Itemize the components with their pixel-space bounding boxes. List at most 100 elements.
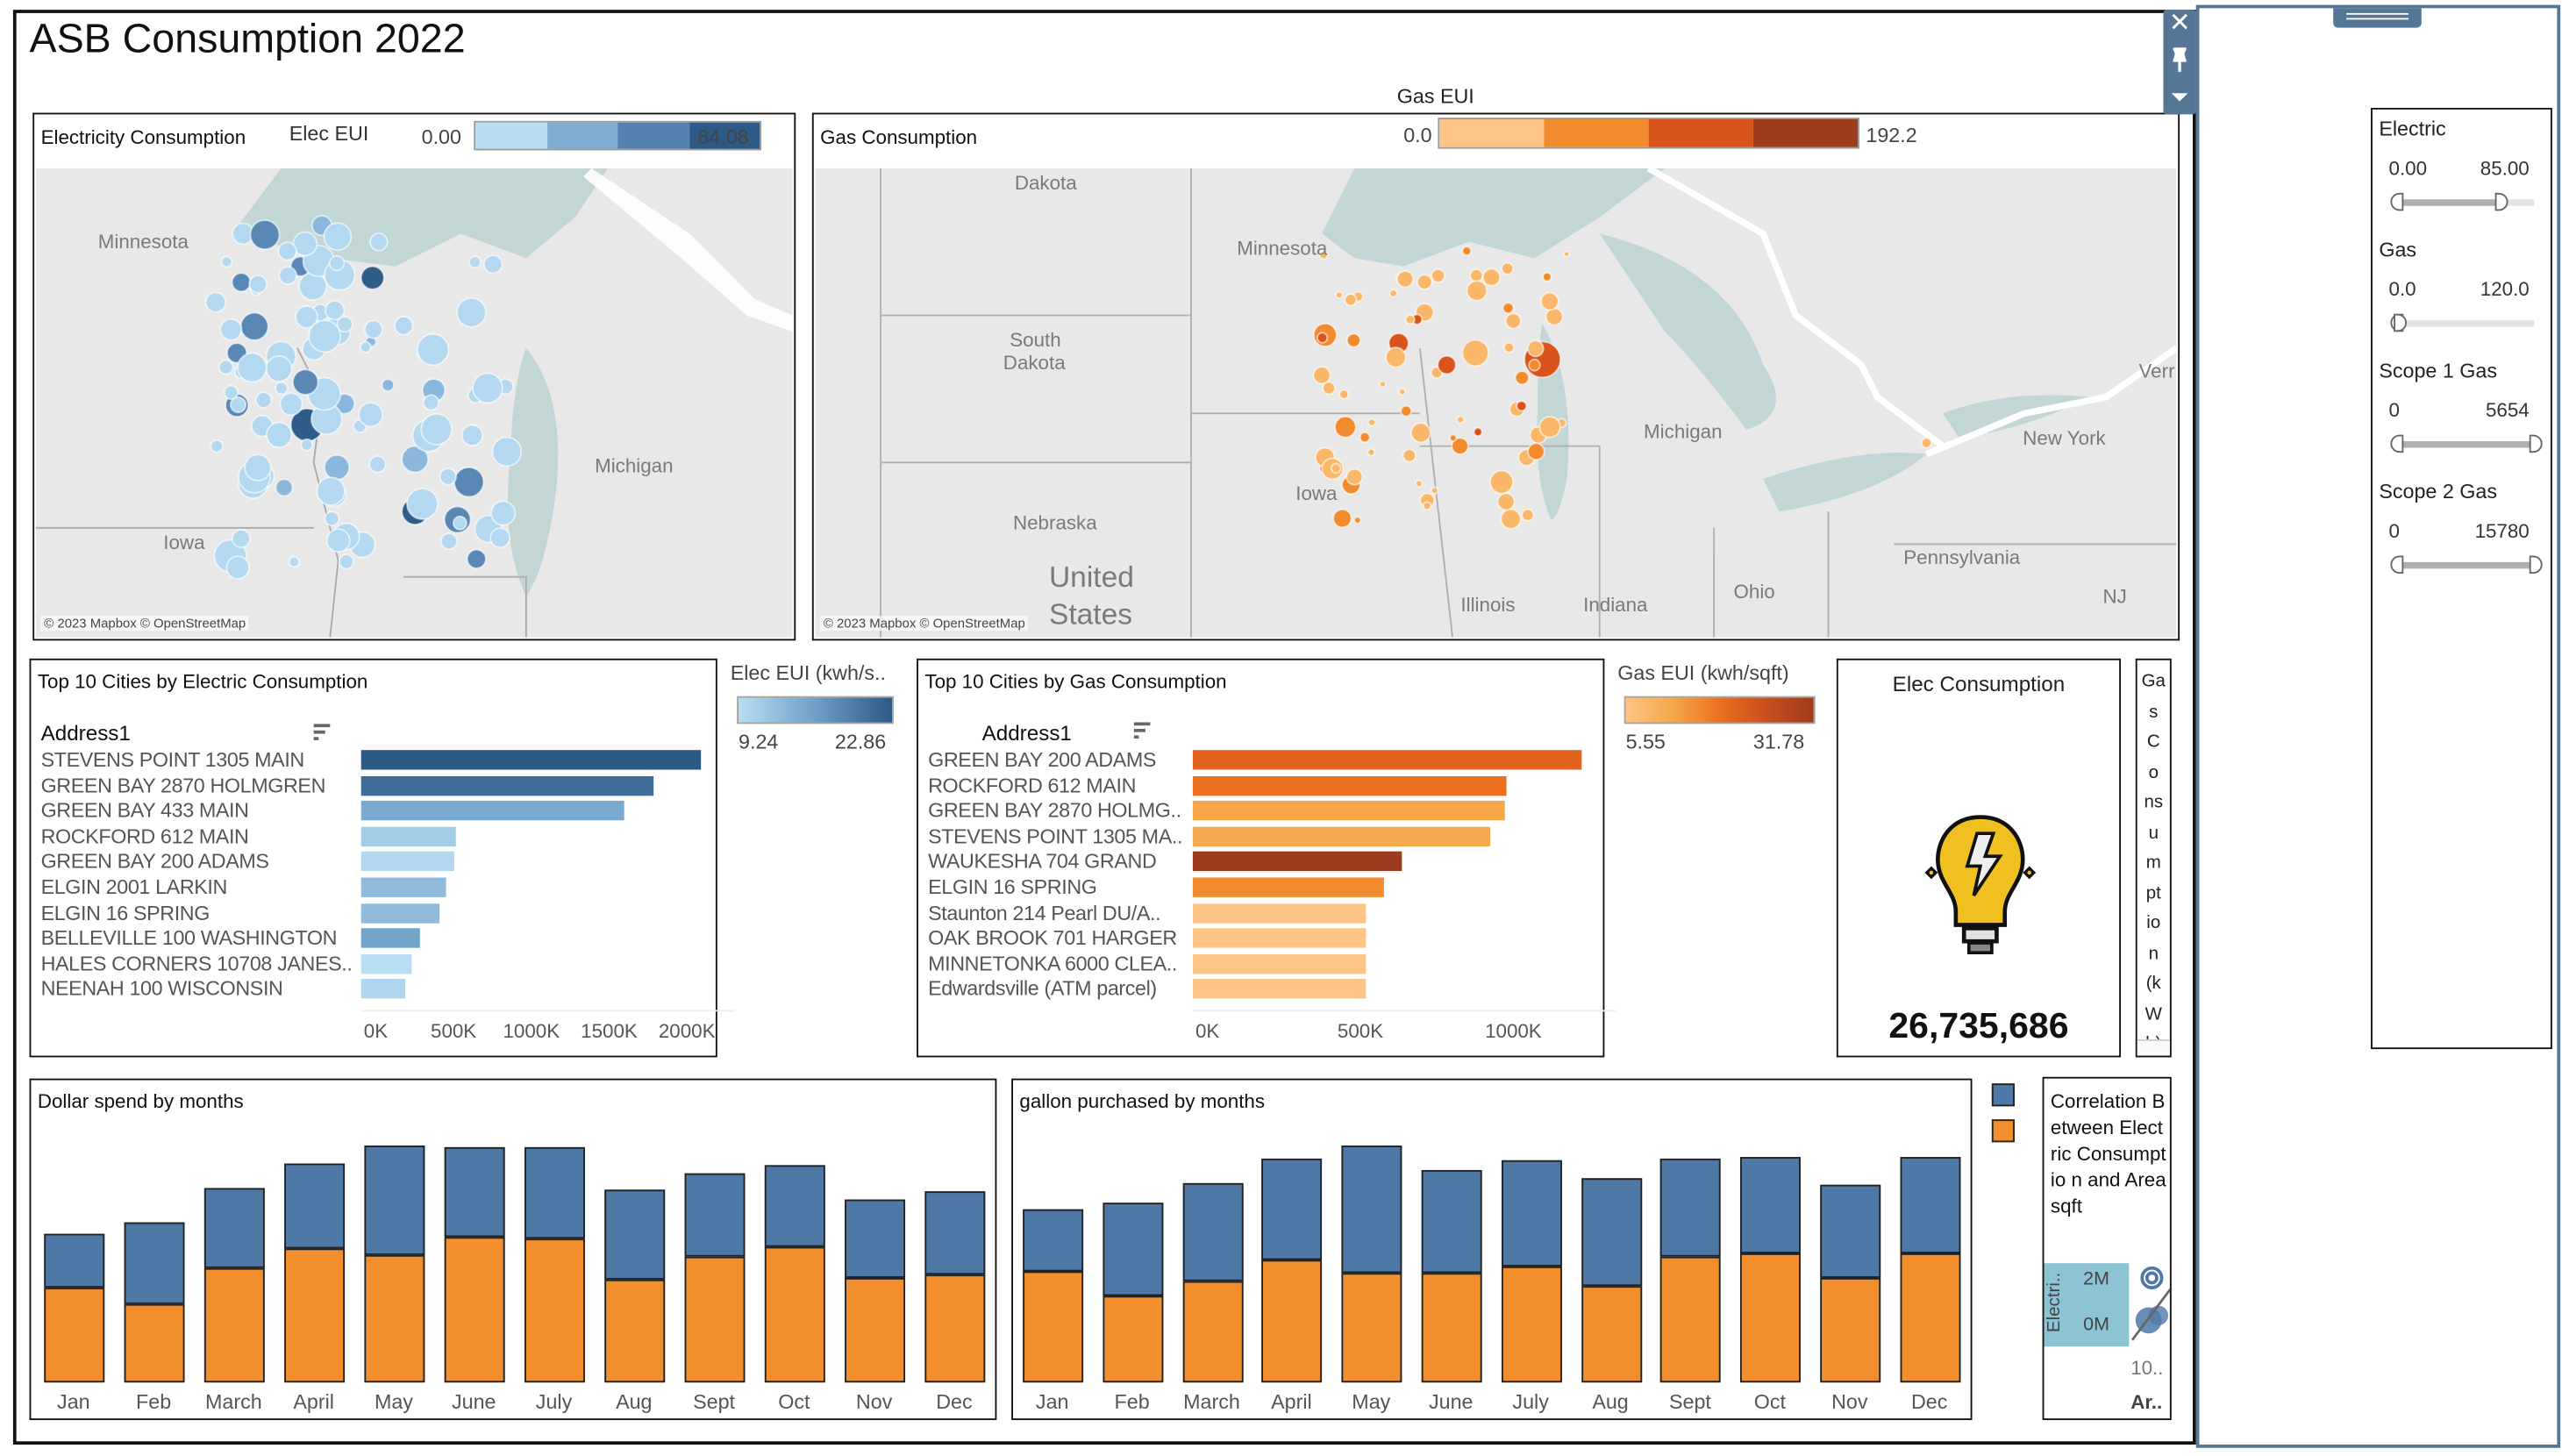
bar[interactable] (1192, 750, 1582, 770)
map-marker[interactable] (237, 352, 268, 383)
stacked-bar-segment[interactable] (1181, 1182, 1243, 1281)
bar[interactable] (1192, 826, 1490, 846)
map-marker[interactable] (1400, 404, 1413, 418)
map-marker[interactable] (278, 266, 297, 285)
map-marker[interactable] (1482, 268, 1502, 287)
map-marker[interactable] (248, 275, 268, 294)
map-marker[interactable] (1538, 416, 1561, 439)
map-marker[interactable] (1318, 250, 1329, 261)
map-marker[interactable] (358, 402, 384, 428)
map-marker[interactable] (1502, 302, 1515, 315)
map-marker[interactable] (401, 445, 430, 474)
gas-map[interactable]: Dakota Minnesota South Dakota Nebraska I… (815, 168, 2177, 638)
bar[interactable] (360, 953, 412, 974)
map-marker[interactable] (1461, 339, 1490, 368)
stacked-bar-segment[interactable] (1103, 1203, 1163, 1296)
stacked-bar-segment[interactable] (1900, 1253, 1961, 1383)
map-marker[interactable] (360, 265, 385, 290)
stacked-bar-segment[interactable] (1261, 1260, 1323, 1383)
map-marker[interactable] (1367, 447, 1376, 457)
bar[interactable] (1192, 877, 1384, 897)
map-marker[interactable] (1345, 467, 1364, 486)
map-marker[interactable] (1514, 370, 1530, 386)
bar[interactable] (360, 877, 447, 897)
map-marker[interactable] (1330, 462, 1342, 475)
map-marker[interactable] (1344, 293, 1358, 307)
map-marker[interactable] (420, 413, 453, 446)
map-marker[interactable] (1527, 442, 1545, 461)
stacked-bar-segment[interactable] (764, 1246, 825, 1383)
stacked-bar-segment[interactable] (924, 1274, 986, 1383)
map-marker[interactable] (1422, 501, 1432, 510)
map-marker[interactable] (1502, 341, 1515, 353)
stacked-bar-segment[interactable] (1501, 1266, 1562, 1383)
stacked-bar-segment[interactable] (1341, 1273, 1402, 1383)
slider-max-handle[interactable] (2529, 555, 2543, 574)
map-marker[interactable] (472, 372, 503, 404)
map-marker[interactable] (1410, 422, 1431, 444)
stacked-bar-segment[interactable] (604, 1279, 666, 1383)
bar[interactable] (360, 750, 701, 770)
slider-min-handle[interactable] (2390, 434, 2404, 453)
stacked-bar-segment[interactable] (444, 1237, 505, 1383)
map-marker[interactable] (324, 510, 340, 527)
map-marker[interactable] (1335, 290, 1344, 299)
stacked-bar-segment[interactable] (364, 1146, 425, 1255)
stacked-bar-segment[interactable] (124, 1222, 185, 1304)
stacked-bar-segment[interactable] (124, 1303, 185, 1383)
map-marker[interactable] (453, 466, 485, 498)
map-marker[interactable] (369, 232, 389, 252)
map-marker[interactable] (254, 391, 273, 409)
map-marker[interactable] (1367, 418, 1376, 427)
correlation-scatter[interactable] (2129, 1259, 2171, 1350)
map-marker[interactable] (325, 300, 346, 321)
bar[interactable] (360, 801, 624, 821)
map-marker[interactable] (1316, 332, 1329, 344)
map-marker[interactable] (218, 359, 234, 375)
map-marker[interactable] (417, 332, 450, 367)
stacked-bar-segment[interactable] (1103, 1295, 1163, 1383)
map-marker[interactable] (1345, 332, 1361, 348)
map-marker[interactable] (483, 254, 503, 275)
map-marker[interactable] (1431, 486, 1439, 495)
stacked-bar-segment[interactable] (1023, 1209, 1084, 1272)
map-marker[interactable] (368, 455, 387, 474)
map-marker[interactable] (1469, 268, 1484, 282)
pane-drag-handle[interactable] (2333, 8, 2422, 28)
map-marker[interactable] (466, 548, 487, 569)
slider-min-handle[interactable] (2390, 192, 2404, 211)
gas-map-markers[interactable] (816, 168, 2177, 638)
stacked-bar-segment[interactable] (1421, 1273, 1482, 1383)
map-marker[interactable] (360, 340, 372, 353)
stacked-bar-segment[interactable] (284, 1248, 346, 1383)
stacked-bar-segment[interactable] (845, 1277, 906, 1383)
bar[interactable] (1192, 928, 1367, 948)
map-marker[interactable] (1496, 492, 1516, 511)
map-marker[interactable] (223, 384, 239, 401)
bar[interactable] (360, 979, 405, 1000)
stacked-bar-segment[interactable] (203, 1267, 265, 1383)
map-marker[interactable] (328, 254, 346, 272)
bar[interactable] (1192, 903, 1367, 923)
map-marker[interactable] (394, 316, 414, 336)
map-marker[interactable] (439, 467, 457, 486)
map-marker[interactable] (204, 291, 227, 313)
stacked-bar-segment[interactable] (364, 1254, 425, 1383)
map-marker[interactable] (210, 439, 224, 453)
stacked-bar-segment[interactable] (524, 1238, 585, 1383)
map-marker[interactable] (295, 305, 318, 329)
sort-icon[interactable] (313, 724, 331, 740)
stacked-bar-segment[interactable] (1740, 1157, 1802, 1253)
map-marker[interactable] (1338, 389, 1350, 400)
map-marker[interactable] (489, 527, 511, 548)
map-marker[interactable] (439, 532, 458, 551)
stacked-bar-segment[interactable] (1820, 1277, 1881, 1383)
map-marker[interactable] (325, 528, 351, 553)
map-marker[interactable] (1395, 270, 1415, 289)
stacked-bar-segment[interactable] (284, 1163, 346, 1249)
map-marker[interactable] (229, 396, 247, 414)
map-marker[interactable] (1449, 433, 1458, 442)
map-marker[interactable] (1542, 271, 1552, 282)
stacked-bar-segment[interactable] (684, 1256, 746, 1383)
stacked-bar-segment[interactable] (1820, 1184, 1881, 1278)
